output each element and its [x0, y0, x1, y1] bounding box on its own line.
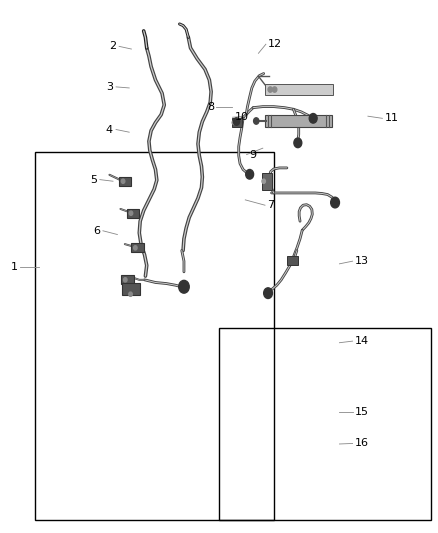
- Text: 5: 5: [90, 175, 97, 184]
- Bar: [35, 152, 274, 520]
- Text: 1: 1: [11, 262, 18, 271]
- Circle shape: [331, 197, 339, 208]
- Text: 8: 8: [208, 102, 215, 111]
- Text: 7: 7: [267, 200, 274, 210]
- Circle shape: [233, 118, 240, 125]
- Text: 13: 13: [355, 256, 369, 266]
- FancyBboxPatch shape: [262, 173, 272, 190]
- Text: 15: 15: [355, 407, 369, 417]
- Circle shape: [309, 114, 317, 123]
- Bar: [219, 328, 431, 520]
- Text: 9: 9: [249, 150, 256, 159]
- FancyBboxPatch shape: [122, 283, 140, 295]
- Circle shape: [179, 280, 189, 293]
- FancyBboxPatch shape: [119, 177, 131, 185]
- Circle shape: [134, 246, 137, 250]
- Circle shape: [262, 179, 265, 183]
- Text: 6: 6: [93, 226, 100, 236]
- FancyBboxPatch shape: [265, 115, 332, 127]
- Circle shape: [272, 87, 277, 92]
- Text: 16: 16: [355, 439, 369, 448]
- Text: 10: 10: [235, 112, 249, 122]
- Circle shape: [264, 288, 272, 298]
- Circle shape: [129, 292, 132, 296]
- Circle shape: [254, 118, 259, 124]
- Text: 4: 4: [106, 125, 113, 134]
- Text: 2: 2: [109, 42, 116, 51]
- Text: 12: 12: [268, 39, 282, 49]
- Text: 11: 11: [385, 114, 399, 123]
- FancyBboxPatch shape: [265, 84, 333, 95]
- FancyBboxPatch shape: [121, 276, 134, 284]
- Circle shape: [246, 169, 254, 179]
- FancyBboxPatch shape: [131, 244, 144, 252]
- Circle shape: [268, 87, 272, 92]
- FancyBboxPatch shape: [127, 209, 139, 217]
- Circle shape: [129, 211, 133, 215]
- FancyBboxPatch shape: [287, 256, 298, 265]
- Circle shape: [294, 138, 302, 148]
- Circle shape: [121, 179, 125, 183]
- Circle shape: [124, 278, 127, 282]
- FancyBboxPatch shape: [232, 118, 242, 127]
- Circle shape: [232, 121, 235, 124]
- Text: 14: 14: [355, 336, 369, 346]
- Text: 3: 3: [106, 82, 113, 92]
